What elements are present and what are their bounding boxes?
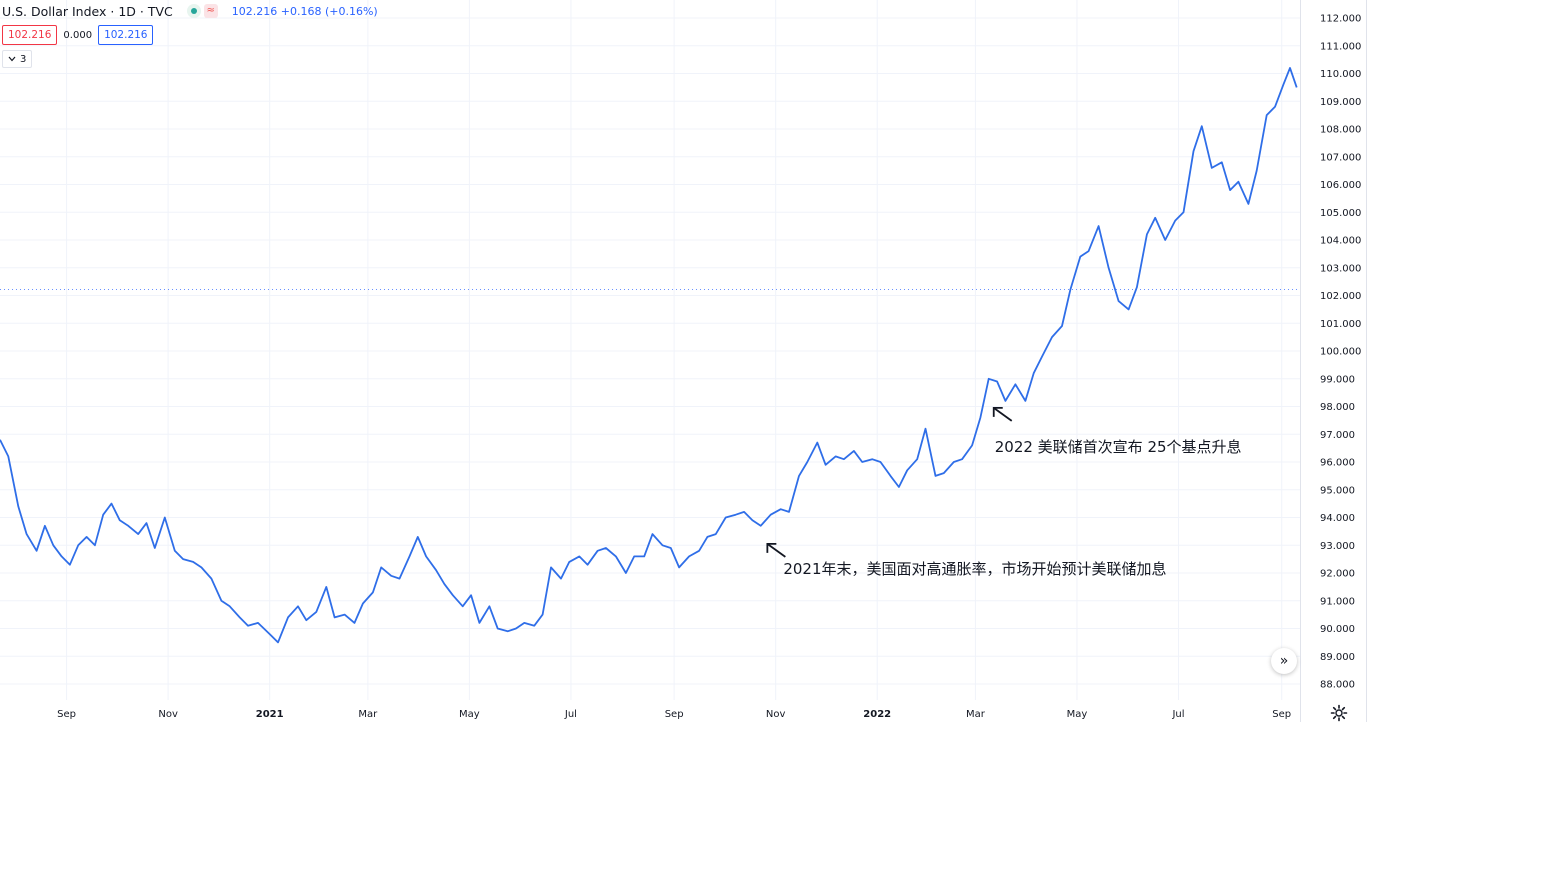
y-tick-label: 96.000 bbox=[1320, 458, 1355, 469]
x-tick-label: 2021 bbox=[256, 709, 284, 720]
x-tick-label: Sep bbox=[57, 709, 76, 720]
spread-value: 0.000 bbox=[63, 29, 93, 41]
price-series-line bbox=[0, 67, 1298, 644]
x-tick-label: May bbox=[459, 709, 480, 720]
chart-header: U.S. Dollar Index · 1D · TVC ≈ 102.216 +… bbox=[2, 3, 378, 19]
y-tick-label: 107.000 bbox=[1320, 152, 1361, 163]
market-open-icon bbox=[186, 4, 201, 18]
quote-value: 102.216 +0.168 (+0.16%) bbox=[231, 4, 378, 18]
y-tick-label: 102.000 bbox=[1320, 291, 1361, 302]
y-tick-label: 110.000 bbox=[1320, 69, 1361, 80]
y-tick-label: 90.000 bbox=[1320, 624, 1355, 635]
arrow-head-icon bbox=[766, 542, 777, 553]
arrow-head-icon bbox=[992, 406, 1003, 417]
indicators-count: 3 bbox=[20, 53, 27, 65]
x-tick-label: Jul bbox=[1171, 709, 1184, 720]
x-tick-label: Mar bbox=[358, 709, 378, 720]
x-tick-label: Mar bbox=[966, 709, 986, 720]
y-tick-label: 89.000 bbox=[1320, 652, 1355, 663]
price-axis[interactable]: 112.000 111.000 110.000 109.000 108.000 107.0… bbox=[1320, 14, 1361, 691]
y-tick-label: 91.000 bbox=[1320, 596, 1355, 607]
y-tick-label: 99.000 bbox=[1320, 374, 1355, 385]
y-tick-label: 104.000 bbox=[1320, 236, 1361, 247]
annotation-text: 2021年末，美国面对高通胀率，市场开始预计美联储加息 bbox=[783, 560, 1166, 578]
x-tick-label: Sep bbox=[665, 709, 684, 720]
buy-price-box[interactable]: 102.216 bbox=[98, 25, 154, 45]
y-tick-label: 92.000 bbox=[1320, 569, 1355, 580]
x-tick-label: Sep bbox=[1272, 709, 1291, 720]
sell-price-box[interactable]: 102.216 bbox=[2, 25, 58, 45]
annotation-arrow bbox=[766, 543, 786, 558]
annotation: 2022 美联储首次宣布 25个基点升息 bbox=[992, 406, 1242, 456]
y-tick-label: 108.000 bbox=[1320, 125, 1361, 136]
wave-icon: ≈ bbox=[203, 4, 218, 18]
y-tick-label: 95.000 bbox=[1320, 485, 1355, 496]
y-tick-label: 101.000 bbox=[1320, 319, 1361, 330]
y-tick-label: 93.000 bbox=[1320, 541, 1355, 552]
y-tick-label: 106.000 bbox=[1320, 180, 1361, 191]
chart-grid bbox=[0, 0, 1300, 700]
price-boxes: 102.216 0.000 102.216 bbox=[2, 25, 154, 45]
y-tick-label: 88.000 bbox=[1320, 680, 1355, 691]
chevron-down-icon bbox=[8, 56, 16, 62]
y-tick-label: 100.000 bbox=[1320, 347, 1361, 358]
y-tick-label: 98.000 bbox=[1320, 402, 1355, 413]
time-axis[interactable]: Sep Nov 2021 Mar May Jul Sep Nov 2022 Mar May Jul Se… bbox=[57, 709, 1291, 720]
y-tick-label: 111.000 bbox=[1320, 41, 1361, 52]
y-tick-label: 105.000 bbox=[1320, 208, 1361, 219]
x-tick-label: May bbox=[1067, 709, 1088, 720]
indicators-toggle[interactable]: 3 bbox=[2, 50, 33, 68]
x-tick-label: Nov bbox=[158, 709, 178, 720]
y-tick-label: 109.000 bbox=[1320, 97, 1361, 108]
double-chevron-right-icon[interactable]: » bbox=[1271, 648, 1297, 674]
annotation-arrow bbox=[993, 407, 1013, 422]
y-tick-label: 112.000 bbox=[1320, 14, 1361, 25]
gear-icon[interactable] bbox=[1329, 703, 1349, 723]
x-tick-label: Nov bbox=[766, 709, 786, 720]
y-tick-label: 97.000 bbox=[1320, 430, 1355, 441]
symbol-title[interactable]: U.S. Dollar Index · 1D · TVC bbox=[2, 3, 173, 19]
annotation: 2021年末，美国面对高通胀率，市场开始预计美联储加息 bbox=[766, 542, 1167, 578]
y-tick-label: 94.000 bbox=[1320, 513, 1355, 524]
annotation-text: 2022 美联储首次宣布 25个基点升息 bbox=[995, 438, 1242, 456]
y-tick-label: 103.000 bbox=[1320, 263, 1361, 274]
x-tick-label: Jul bbox=[564, 709, 577, 720]
x-tick-label: 2022 bbox=[863, 709, 891, 720]
annotations-layer: 2022 美联储首次宣布 25个基点升息 2021年末，美国面对高通胀率，市场开始… bbox=[766, 406, 1242, 578]
